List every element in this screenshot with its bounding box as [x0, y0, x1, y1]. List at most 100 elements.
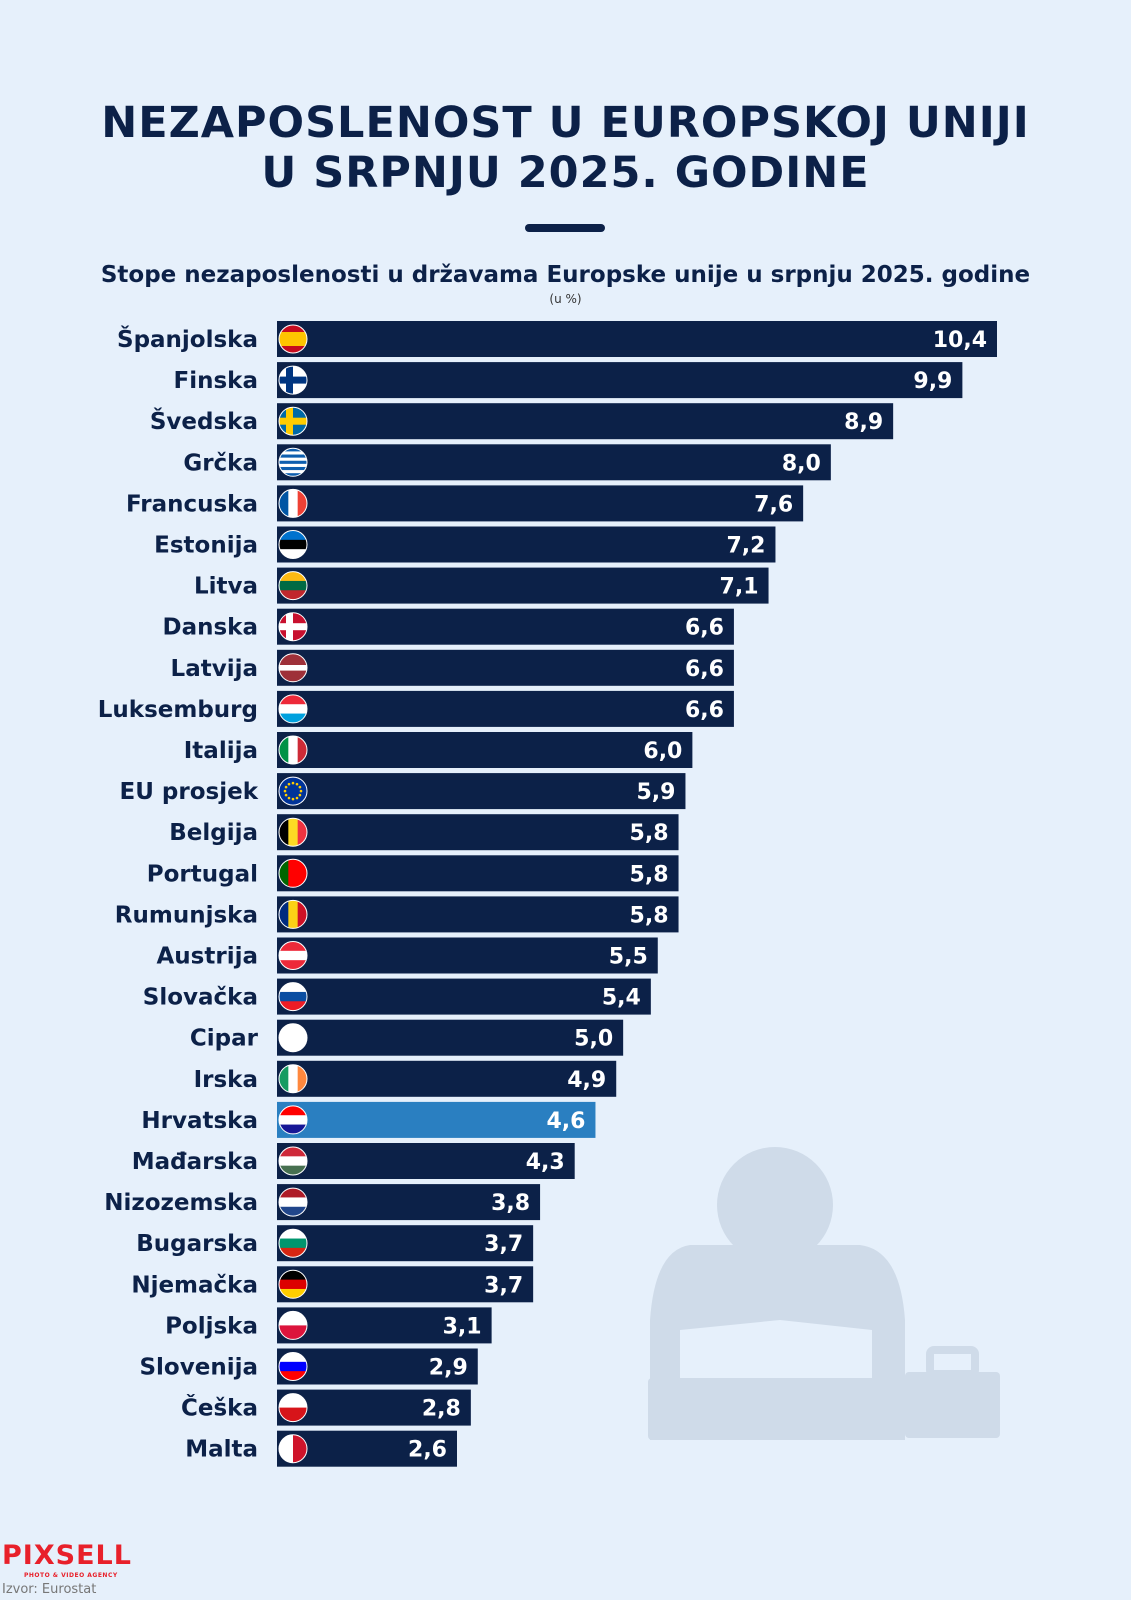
value-label-slovacka: 5,4	[602, 986, 641, 1011]
value-label-eu-prosjek: 5,9	[636, 780, 675, 805]
category-label-belgija: Belgija	[169, 820, 258, 846]
value-label-nizozemska: 3,8	[491, 1191, 530, 1216]
flag-estonija-icon	[278, 530, 308, 559]
logo-tagline: PHOTO & VIDEO AGENCY	[24, 1572, 118, 1579]
category-label-svedska: Švedska	[150, 407, 258, 435]
value-label-austrija: 5,5	[609, 945, 648, 970]
category-label-litva: Litva	[194, 574, 258, 600]
value-label-grcka: 8,0	[782, 451, 821, 476]
flag-madarska-icon	[278, 1146, 308, 1176]
bar-portugal	[277, 855, 679, 892]
value-label-poljska: 3,1	[443, 1314, 482, 1339]
bar-hrvatska	[277, 1101, 596, 1138]
flag-latvija-icon	[278, 653, 308, 683]
flag-hrvatska-icon	[278, 1105, 308, 1135]
flag-njemacka-icon	[278, 1269, 308, 1299]
bar-chart: Španjolska 10,4 Finska 9,9 Švedska 8,9 Grčka 8,…	[98, 321, 1000, 1467]
category-label-bugarska: Bugarska	[136, 1231, 258, 1257]
category-label-finska: Finska	[174, 368, 258, 394]
flag-italija-icon	[278, 735, 308, 765]
bar-latvija	[277, 649, 734, 686]
category-label-portugal: Portugal	[147, 861, 258, 887]
category-label-ceska: Češka	[181, 1394, 258, 1422]
flag-rumunjska-icon	[278, 899, 308, 929]
briefcase-handle-icon	[926, 1346, 979, 1378]
source-note: Izvor: Eurostat	[2, 1582, 97, 1597]
flag-francuska-icon	[278, 488, 308, 518]
category-label-eu-prosjek: EU prosjek	[120, 779, 259, 805]
category-label-malta: Malta	[185, 1437, 258, 1463]
value-label-ceska: 2,8	[422, 1397, 461, 1422]
value-label-cipar: 5,0	[574, 1027, 613, 1052]
bar-finska	[277, 362, 963, 399]
value-label-spanjolska: 10,4	[933, 328, 987, 353]
bar-njemacka	[277, 1266, 534, 1303]
value-label-latvija: 6,6	[685, 657, 724, 682]
bar-francuska	[277, 485, 804, 522]
bar-grcka	[277, 444, 831, 481]
flag-poljska-icon	[278, 1310, 308, 1340]
value-label-estonija: 7,2	[726, 534, 765, 559]
category-label-danska: Danska	[163, 615, 259, 641]
flag-finska-icon	[278, 365, 308, 395]
flag-ceska-icon	[278, 1393, 308, 1423]
bar-ceska	[277, 1389, 471, 1426]
bar-slovacka	[277, 978, 651, 1015]
bar-luksemburg	[277, 690, 734, 727]
flag-danska-icon	[278, 612, 308, 642]
flag-slovenija-icon	[278, 1352, 308, 1381]
value-label-litva: 7,1	[720, 575, 759, 600]
laptop-icon	[648, 1378, 898, 1440]
flag-belgija-icon	[278, 817, 308, 847]
person-head-icon	[717, 1147, 833, 1263]
bar-cipar	[277, 1019, 624, 1056]
title-line-1: NEZAPOSLENOST U EUROPSKOJ UNIJI	[101, 98, 1030, 148]
category-label-latvija: Latvija	[171, 656, 258, 682]
flag-litva-icon	[278, 571, 308, 601]
flag-bugarska-icon	[278, 1228, 308, 1258]
value-label-finska: 9,9	[913, 369, 952, 394]
value-label-irska: 4,9	[567, 1068, 606, 1093]
bars-layer: Španjolska 10,4 Finska 9,9 Švedska 8,9 Grčka 8,…	[98, 321, 997, 1467]
category-label-poljska: Poljska	[165, 1313, 258, 1339]
flag-cipar-icon	[278, 1023, 308, 1053]
category-label-slovacka: Slovačka	[143, 985, 258, 1011]
bar-litva	[277, 567, 769, 604]
category-label-nizozemska: Nizozemska	[104, 1190, 258, 1216]
value-label-slovenija: 2,9	[429, 1356, 468, 1381]
title-underline	[525, 224, 605, 232]
bar-estonija	[277, 526, 776, 563]
flag-grcka-icon	[278, 447, 308, 477]
bar-belgija	[277, 814, 679, 851]
bar-eu-prosjek	[277, 773, 686, 810]
bar-danska	[277, 608, 734, 645]
value-label-italija: 6,0	[643, 739, 682, 764]
value-label-luksemburg: 6,6	[685, 698, 724, 723]
category-label-njemacka: Njemačka	[131, 1272, 258, 1298]
value-label-madarska: 4,3	[526, 1150, 565, 1175]
flag-irska-icon	[278, 1064, 308, 1094]
bar-italija	[277, 732, 693, 768]
bar-svedska	[277, 403, 894, 440]
bar-austrija	[277, 937, 658, 974]
bar-madarska	[277, 1143, 575, 1179]
bar-rumunjska	[277, 896, 679, 933]
title-line-2: U SRPNJU 2025. GODINE	[261, 148, 870, 198]
category-label-luksemburg: Luksemburg	[98, 697, 258, 723]
category-label-slovenija: Slovenija	[139, 1355, 258, 1381]
flag-nizozemska-icon	[278, 1187, 308, 1217]
value-label-hrvatska: 4,6	[546, 1109, 585, 1134]
bar-nizozemska	[277, 1184, 541, 1221]
value-label-danska: 6,6	[685, 616, 724, 641]
flag-eu-prosjek-icon	[278, 776, 308, 806]
bar-slovenija	[277, 1348, 478, 1385]
pixsell-logo: PIXSELL	[2, 1540, 132, 1571]
value-label-belgija: 5,8	[630, 821, 669, 846]
category-label-cipar: Cipar	[190, 1026, 259, 1052]
bar-spanjolska	[277, 321, 997, 357]
category-label-francuska: Francuska	[126, 491, 258, 517]
category-label-italija: Italija	[184, 738, 258, 764]
value-label-francuska: 7,6	[754, 492, 793, 517]
category-label-spanjolska: Španjolska	[117, 325, 258, 353]
value-label-portugal: 5,8	[630, 862, 669, 887]
